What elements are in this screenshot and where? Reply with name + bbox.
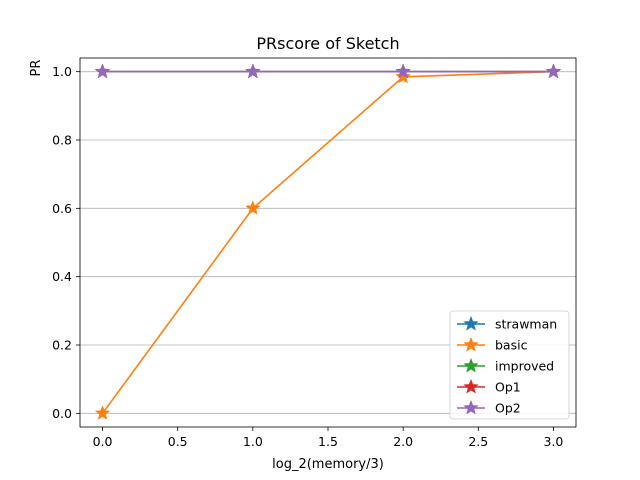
x-tick-label: 0.5 bbox=[168, 434, 188, 449]
y-tick-label: 1.0 bbox=[52, 64, 72, 79]
data-point-op2 bbox=[545, 63, 562, 79]
x-tick-label: 0.0 bbox=[93, 434, 113, 449]
legend-marker-basic bbox=[463, 336, 479, 352]
legend: strawman basic improved Op1 Op2 bbox=[449, 310, 570, 420]
legend-label-strawman: strawman bbox=[495, 317, 557, 332]
y-tick-label: 0.2 bbox=[52, 338, 72, 353]
x-tick-label: 2.0 bbox=[393, 434, 413, 449]
x-tick-label: 1.5 bbox=[318, 434, 338, 449]
y-tick-label: 0.4 bbox=[52, 269, 72, 284]
data-point-op2 bbox=[94, 63, 111, 79]
data-point-op2 bbox=[245, 63, 261, 79]
legend-label-op2: Op2 bbox=[495, 401, 521, 416]
legend-marker-op1 bbox=[463, 378, 479, 394]
data-point-basic bbox=[245, 200, 261, 215]
plot-series bbox=[94, 63, 562, 420]
legend-label-improved: improved bbox=[495, 359, 554, 374]
x-tick-label: 2.5 bbox=[468, 434, 488, 449]
series-line-basic bbox=[101, 70, 554, 414]
y-tick-label: 0.6 bbox=[52, 201, 72, 216]
y-axis-label: PR bbox=[29, 60, 44, 77]
y-tick-label: 0.8 bbox=[52, 133, 72, 148]
axis-ticks: 0.0 0.2 0.4 0.6 0.8 1.0 0.0 0.5 1.0 1.5 2.0 2.5 3.0 bbox=[52, 64, 563, 449]
legend-label-op1: Op1 bbox=[495, 380, 521, 395]
legend-marker-improved bbox=[463, 357, 479, 373]
x-tick-label: 3.0 bbox=[544, 434, 564, 449]
legend-marker-strawman bbox=[463, 315, 479, 331]
x-axis-label: log_2(memory/3) bbox=[272, 457, 384, 472]
data-point-basic bbox=[395, 68, 411, 84]
data-point-basic bbox=[94, 405, 111, 420]
legend-marker-op2 bbox=[463, 399, 479, 415]
data-point-op2 bbox=[395, 63, 411, 79]
series-op2 bbox=[94, 63, 562, 79]
y-tick-label: 0.0 bbox=[52, 406, 72, 421]
x-tick-label: 1.0 bbox=[243, 434, 263, 449]
chart-title: PRscore of Sketch bbox=[256, 34, 399, 53]
legend-label-basic: basic bbox=[495, 338, 528, 353]
legend-box bbox=[449, 310, 570, 420]
